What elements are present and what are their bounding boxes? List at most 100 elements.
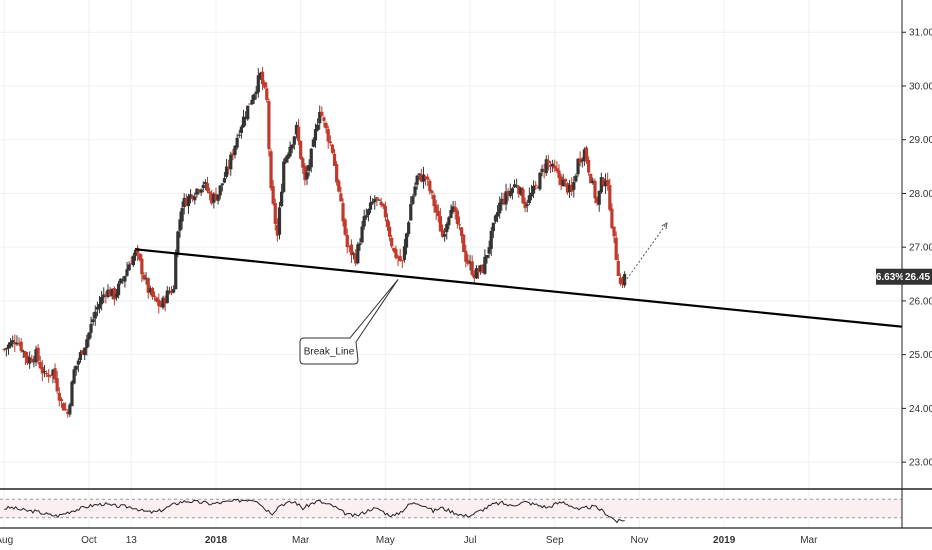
candle-body: [311, 139, 315, 147]
candle-body: [256, 75, 260, 93]
candle-body: [423, 176, 428, 179]
candle-body: [614, 237, 618, 260]
candle-body: [299, 140, 303, 159]
candle-body: [244, 117, 248, 119]
time-axis[interactable]: Aug Oct 13 2018 Mar May Jul Sep Nov 2019 Mar: [0, 535, 818, 546]
candle-body: [483, 256, 487, 274]
candle-body: [169, 290, 174, 294]
candle-body: [146, 278, 150, 293]
candle-body: [347, 246, 351, 248]
candle-body: [129, 263, 133, 265]
candle-body: [235, 137, 239, 148]
candle-body: [531, 186, 536, 194]
candle-body: [487, 247, 491, 254]
rsi-line: [4, 498, 625, 524]
candle-body: [599, 177, 603, 193]
candle-body: [343, 219, 347, 235]
candle-body: [125, 269, 129, 276]
candle-body: [574, 175, 578, 182]
candle-body: [354, 253, 358, 264]
price-candles: [2, 67, 627, 418]
candle-body: [66, 411, 70, 414]
candle-body: [150, 288, 155, 297]
time-tick-label: 2019: [713, 535, 736, 546]
candle-body: [474, 268, 479, 279]
candle-body: [623, 274, 627, 286]
candle-body: [282, 161, 286, 192]
candle-body: [508, 190, 512, 197]
candle-body: [280, 191, 284, 207]
candle-body: [104, 295, 108, 297]
candle-body: [254, 91, 258, 94]
candle-body: [453, 206, 457, 212]
candle-body: [434, 204, 438, 213]
candle-body: [335, 164, 339, 183]
candle-body: [529, 192, 534, 197]
candle-body: [536, 187, 540, 189]
candle-body: [538, 172, 542, 190]
candle-body: [269, 151, 273, 189]
candle-body: [421, 174, 426, 182]
candle-body: [140, 258, 144, 275]
candle-body: [462, 234, 466, 252]
grid: [0, 0, 902, 527]
candle-body: [161, 297, 165, 308]
candle-body: [191, 195, 195, 200]
candle-body: [47, 374, 51, 377]
candle-body: [341, 202, 345, 222]
candle-body: [208, 191, 212, 194]
candle-body: [15, 343, 19, 345]
candle-body: [277, 207, 282, 235]
candle-body: [159, 304, 163, 307]
candle-body: [447, 217, 451, 226]
candle-body: [106, 289, 110, 297]
candle-body: [534, 184, 538, 186]
candle-body: [576, 158, 580, 175]
candle-body: [142, 274, 146, 280]
candle-body: [360, 226, 364, 243]
candle-body: [205, 183, 210, 192]
candle-body: [366, 209, 371, 216]
candle-body: [481, 264, 485, 273]
candle-body: [8, 342, 13, 347]
price-axis[interactable]: 31.00 30.00 29.00 28.00 27.00 26.00 25.00 24.00…: [901, 0, 932, 528]
candle-body: [102, 294, 106, 298]
candle-body: [591, 180, 595, 184]
candle-body: [216, 194, 220, 201]
candle-body: [260, 71, 265, 85]
candle-body: [110, 288, 114, 297]
candle-body: [417, 173, 421, 176]
candle-body: [396, 256, 400, 259]
candle-body: [451, 206, 455, 212]
candle-body: [288, 146, 292, 157]
candle-body: [237, 134, 241, 136]
candle-body: [172, 289, 176, 293]
candle-body: [394, 249, 398, 258]
candle-body: [91, 319, 95, 323]
candle-body: [133, 249, 138, 256]
candle-body: [407, 222, 411, 235]
change-badge: [876, 268, 904, 285]
candle-body: [620, 281, 625, 285]
candle-body: [40, 367, 44, 374]
candle-body: [80, 350, 85, 355]
candle-body: [44, 373, 49, 375]
candle-body: [485, 254, 489, 259]
candle-body: [510, 188, 515, 193]
candle-body: [400, 260, 404, 262]
candle-body: [193, 196, 197, 201]
candle-body: [479, 265, 483, 272]
candle-body: [163, 298, 167, 304]
candle-body: [19, 341, 23, 352]
candle-body: [178, 219, 182, 231]
candle-body: [152, 295, 157, 298]
candle-body: [500, 198, 504, 205]
candle-body: [402, 246, 407, 260]
candle-body: [231, 153, 235, 156]
candle-body: [186, 196, 191, 207]
candle-body: [76, 360, 80, 365]
candle-body: [551, 163, 555, 167]
last-price-badge: [903, 268, 932, 285]
candle-body: [606, 179, 610, 185]
candle-body: [78, 352, 83, 361]
